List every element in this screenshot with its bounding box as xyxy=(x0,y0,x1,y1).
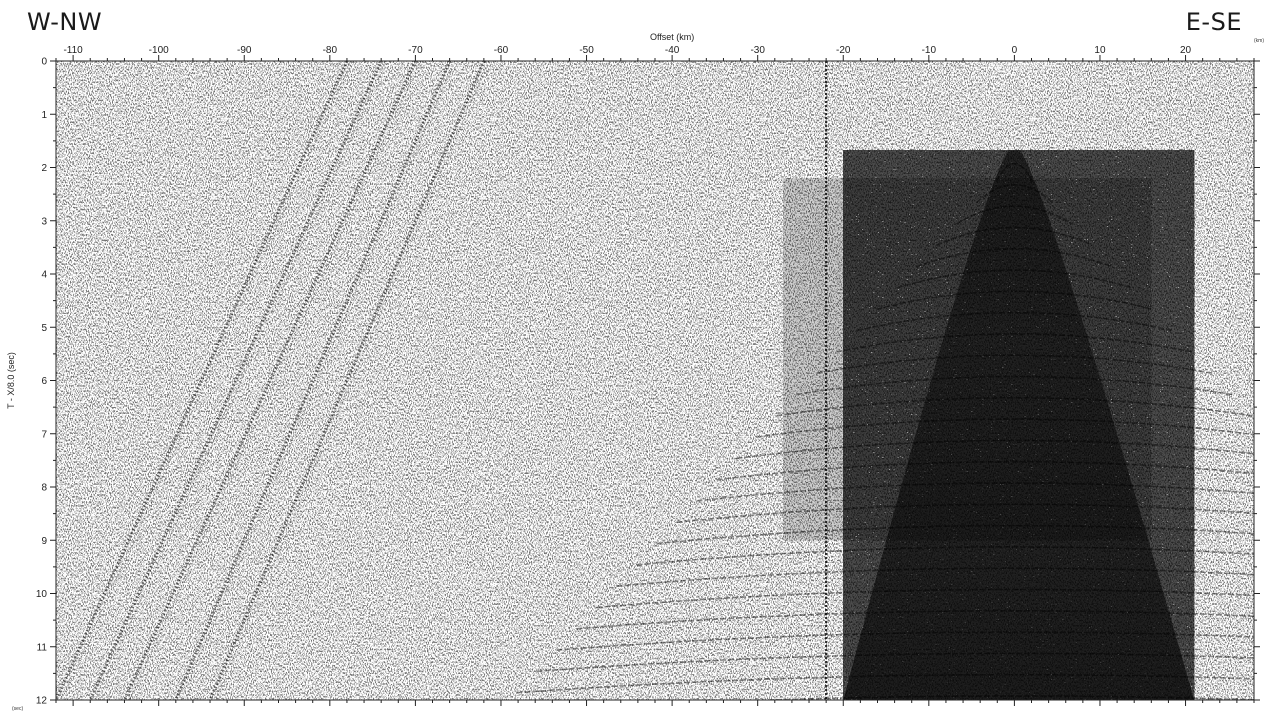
x-tick-label: -20 xyxy=(836,45,851,56)
x-tick-label: -100 xyxy=(149,45,169,56)
y-tick-label: 12 xyxy=(36,696,48,707)
reflection-arc xyxy=(636,546,1254,566)
oblique-arrival-band xyxy=(123,61,417,700)
oblique-arrival-band xyxy=(174,61,452,700)
x-tick-label: -90 xyxy=(237,45,252,56)
y-tick-label: 7 xyxy=(41,429,47,440)
reflection-arc xyxy=(616,567,1254,588)
x-tick-label: -60 xyxy=(494,45,509,56)
oblique-arrival-band xyxy=(88,61,383,700)
y-unit-note: (sec) xyxy=(12,706,24,712)
x-tick-label: 10 xyxy=(1094,45,1106,56)
y-tick-label: 1 xyxy=(41,110,47,121)
y-tick-label: 0 xyxy=(41,57,47,68)
x-tick-label: -70 xyxy=(408,45,423,56)
y-tick-label: 4 xyxy=(41,270,47,281)
x-axis-title: Offset (km) xyxy=(650,32,694,42)
oblique-arrival-band xyxy=(208,61,486,700)
x-tick-label: -10 xyxy=(922,45,937,56)
reflection-arc xyxy=(596,588,1254,609)
x-tick-label: -40 xyxy=(665,45,680,56)
y-tick-label: 6 xyxy=(41,376,47,387)
reflection-arc xyxy=(995,162,1034,182)
x-tick-label: -50 xyxy=(579,45,594,56)
y-tick-label: 5 xyxy=(41,323,47,334)
scattered-energy xyxy=(783,178,1152,541)
reflection-arc xyxy=(556,631,1254,651)
apex-fade xyxy=(944,61,1085,114)
y-tick-label: 3 xyxy=(41,216,47,227)
x-tick-label: 0 xyxy=(1012,45,1018,56)
reflection-arc xyxy=(816,354,1213,374)
reflection-arc xyxy=(516,673,1254,694)
x-tick-label: -110 xyxy=(63,45,83,56)
y-tick-label: 11 xyxy=(37,642,48,653)
oblique-arrival-band xyxy=(56,61,349,700)
y-tick-label: 8 xyxy=(41,483,47,494)
west-direction-label: W-NW xyxy=(27,8,103,36)
x-tick-label: 20 xyxy=(1180,45,1192,56)
record-section-body xyxy=(56,61,1254,700)
x-tick-label: -80 xyxy=(323,45,338,56)
reflection-arc xyxy=(536,652,1254,673)
y-axis-title: T - X/8.0 (sec) xyxy=(6,352,16,409)
y-tick-label: 9 xyxy=(41,536,47,547)
east-direction-label: E-SE xyxy=(1185,8,1242,36)
x-axis: -110 -100 -90 -80 -70 -60 -50 -40 -30 -20 -10 0 10 20 xyxy=(55,45,1255,706)
y-tick-label: 2 xyxy=(41,163,47,174)
y-tick-label: 10 xyxy=(36,589,48,600)
x-tick-label: -30 xyxy=(750,45,765,56)
x-unit-note: (km) xyxy=(1254,38,1264,44)
